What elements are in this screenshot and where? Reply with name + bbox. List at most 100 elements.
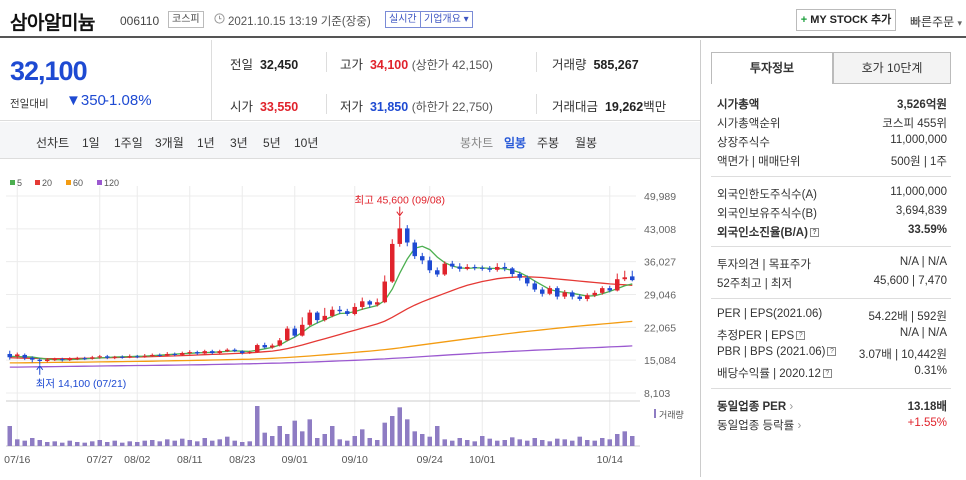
y-tick-label: 15,084 <box>644 355 676 367</box>
quick-order-button[interactable]: 빠른주문 ▾ <box>910 13 962 30</box>
candle-body <box>60 359 65 361</box>
volume-bar <box>577 436 582 446</box>
trade-amount: 거래대금 19,262백만 <box>552 96 666 115</box>
candle-body <box>412 242 417 257</box>
low-value: 31,850 <box>369 100 409 114</box>
help-icon[interactable]: ? <box>827 347 837 357</box>
volume-bar <box>52 441 57 446</box>
candle-body <box>585 295 590 299</box>
legend-label: 5 <box>17 178 22 188</box>
candle-body <box>285 328 290 341</box>
candle-body <box>375 302 380 305</box>
volume-bar <box>7 426 12 446</box>
candle-body <box>30 357 35 360</box>
y-tick-label: 29,046 <box>644 290 676 302</box>
candle-body <box>67 358 72 361</box>
tab-3m[interactable]: 3개월 <box>155 136 184 150</box>
tab-daily[interactable]: 일봉 <box>504 136 527 150</box>
volume-bar <box>75 442 80 446</box>
volume-bar <box>622 431 627 446</box>
volume-bar <box>300 431 305 446</box>
volume-bar <box>22 440 27 446</box>
x-tick-label: 07/16 <box>4 454 30 466</box>
candle-body <box>630 276 635 281</box>
volume-bar <box>442 439 447 446</box>
candle-body <box>472 266 477 268</box>
candle-body <box>217 351 222 354</box>
volume-bar <box>390 416 395 446</box>
volume-bar <box>562 439 567 446</box>
volume-bar <box>247 441 252 446</box>
help-icon[interactable]: ? <box>809 228 819 238</box>
low-price: 저가 31,850 (하한가 22,750) <box>340 96 493 115</box>
chart-period-tabs: 선차트 1일 1주일 3개월 1년 3년 5년 10년 봉차트 일봉 주봉 월봉 <box>0 122 700 159</box>
volume-value: 585,267 <box>593 58 639 72</box>
company-overview-dropdown[interactable]: 기업개요 ▾ <box>420 11 473 28</box>
low-annotation: 최저 14,100 (07/21) <box>36 378 127 390</box>
upper-limit: (상한가 42,150) <box>411 58 493 72</box>
help-icon[interactable]: ? <box>796 331 806 341</box>
par-value: 500원 | 1주 <box>890 156 947 168</box>
volume-bar <box>532 438 537 446</box>
volume-bar <box>142 440 147 446</box>
tab-1d[interactable]: 1일 <box>82 136 100 150</box>
tab-10y[interactable]: 10년 <box>294 136 319 150</box>
candle-body <box>510 268 515 275</box>
change-value: ▼350 <box>66 92 106 109</box>
tab-5y[interactable]: 5년 <box>263 136 281 150</box>
industry-change-label: 동일업종 등락률 <box>717 420 795 432</box>
volume-bar <box>285 434 290 446</box>
candle-body <box>52 359 57 361</box>
x-tick-label: 09/24 <box>417 454 443 466</box>
volume-bar <box>592 440 597 446</box>
volume-bar <box>345 440 350 446</box>
volume-bar <box>195 441 200 446</box>
realtime-badge[interactable]: 실시간 <box>385 11 421 28</box>
tab-line-chart[interactable]: 선차트 <box>36 136 70 150</box>
candle-body <box>157 354 162 356</box>
amount-unit: 백만 <box>643 100 667 114</box>
my-stock-add-button[interactable]: + MY STOCK 추가 <box>796 9 896 31</box>
price-stats: 전일 32,450 고가 34,100 (상한가 42,150) 거래량 585… <box>212 40 700 121</box>
volume-bar <box>97 440 102 446</box>
volume-bar <box>105 442 110 446</box>
tab-1y[interactable]: 1년 <box>197 136 215 150</box>
tab-weekly[interactable]: 주봉 <box>537 136 560 150</box>
candle-body <box>435 270 440 275</box>
volume-bar <box>315 438 320 446</box>
tab-hoga-10[interactable]: 호가 10단계 <box>833 52 951 84</box>
volume-bar <box>367 438 372 446</box>
investment-info-panel: 투자정보 호가 10단계 시가총액 3,526억원 시가총액순위 코스피 455위 … <box>700 40 966 477</box>
volume-bar <box>360 429 365 446</box>
foreign-limit-label: 외국인한도주식수(A) <box>717 189 817 201</box>
prev-close-value: 32,450 <box>259 58 299 72</box>
volume-bar <box>270 436 275 446</box>
ma120-line <box>9 345 633 368</box>
volume-bar <box>210 440 215 446</box>
volume-bar <box>412 431 417 446</box>
candle-body <box>120 356 125 358</box>
candle-body <box>15 354 20 357</box>
candle-body <box>525 277 530 284</box>
candle-body <box>420 256 425 261</box>
tab-monthly[interactable]: 월봉 <box>575 136 598 150</box>
amount-label: 거래대금 <box>552 100 599 114</box>
volume-bar <box>480 436 485 446</box>
tab-3y[interactable]: 3년 <box>230 136 248 150</box>
candle-body <box>330 309 335 316</box>
candle-body <box>405 228 410 243</box>
volume-bar <box>472 441 477 446</box>
volume-bar <box>615 434 620 446</box>
stock-code: 006110 <box>120 14 160 28</box>
help-icon[interactable]: ? <box>822 369 832 379</box>
legend-swatch <box>10 180 15 185</box>
candle-body <box>90 357 95 359</box>
tab-investment-info[interactable]: 투자정보 <box>711 52 833 84</box>
volume-bar <box>322 434 327 446</box>
candle-body <box>322 315 327 321</box>
tab-1w[interactable]: 1주일 <box>114 136 143 150</box>
volume-bar <box>45 442 50 446</box>
volume-bar <box>30 438 35 446</box>
tab-candle-chart[interactable]: 봉차트 <box>460 136 494 150</box>
dividend-label: 배당수익률 | 2020.12 <box>717 368 821 380</box>
